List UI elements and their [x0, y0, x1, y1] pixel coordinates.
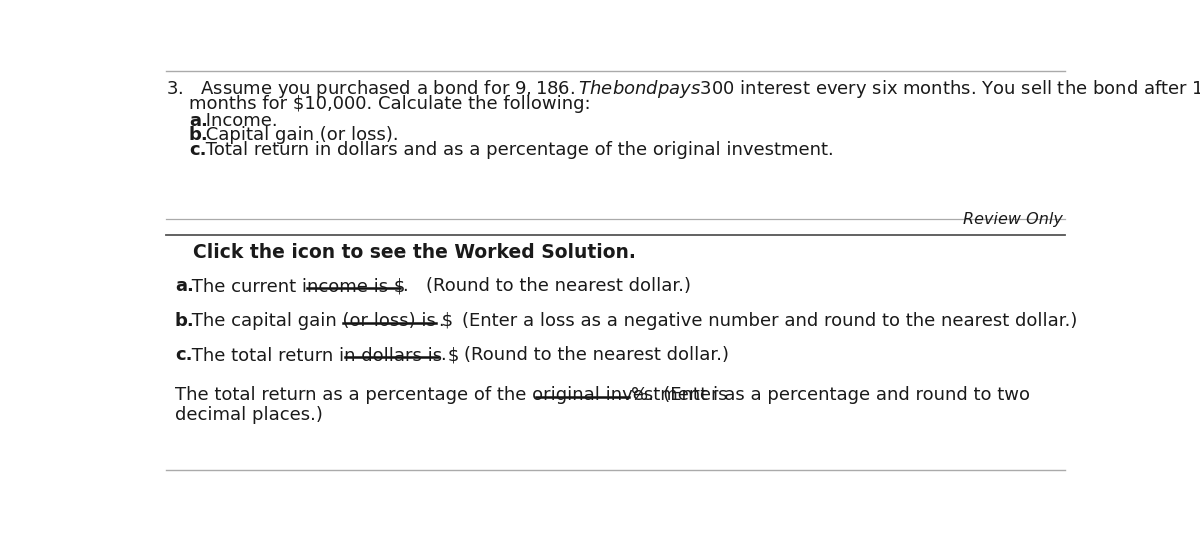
Text: Capital gain (or loss).: Capital gain (or loss). [200, 126, 398, 144]
Text: c.: c. [175, 347, 192, 364]
Text: .   (Enter a loss as a negative number and round to the nearest dollar.): . (Enter a loss as a negative number and… [439, 312, 1078, 330]
Text: .   (Round to the nearest dollar.): . (Round to the nearest dollar.) [403, 277, 691, 295]
Text: The current income is $: The current income is $ [186, 277, 406, 295]
Text: (Enter as a percentage and round to two: (Enter as a percentage and round to two [646, 386, 1030, 404]
Text: The total return in dollars is $: The total return in dollars is $ [186, 347, 460, 364]
Text: %.: %. [631, 386, 654, 404]
Text: Income.: Income. [200, 112, 278, 130]
Text: a.: a. [188, 112, 208, 130]
Text: Review Only: Review Only [964, 212, 1063, 227]
Text: b.: b. [188, 126, 209, 144]
Text: Total return in dollars and as a percentage of the original investment.: Total return in dollars and as a percent… [200, 141, 834, 159]
Text: a.: a. [175, 277, 193, 295]
Text: months for $10,000. Calculate the following:: months for $10,000. Calculate the follow… [188, 95, 590, 113]
Text: The capital gain (or loss) is $: The capital gain (or loss) is $ [186, 312, 452, 330]
Text: The total return as a percentage of the original investment is: The total return as a percentage of the … [175, 386, 733, 404]
Text: decimal places.): decimal places.) [175, 406, 323, 424]
Text: .   (Round to the nearest dollar.): . (Round to the nearest dollar.) [440, 347, 728, 364]
Text: c.: c. [188, 141, 206, 159]
Text: b.: b. [175, 312, 194, 330]
Text: Click the icon to see the Worked Solution.: Click the icon to see the Worked Solutio… [193, 243, 636, 261]
Text: 3.   Assume you purchased a bond for $9,186. The bond pays $300 interest every s: 3. Assume you purchased a bond for $9,18… [166, 78, 1200, 100]
